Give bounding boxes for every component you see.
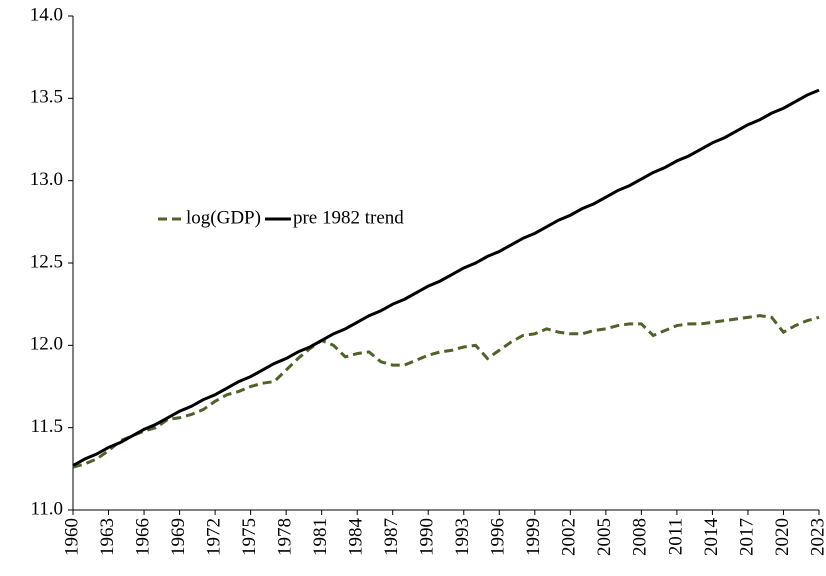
x-tick-label: 1963	[97, 518, 118, 556]
x-tick-label: 1975	[239, 518, 260, 556]
x-tick-label: 1990	[417, 518, 438, 556]
y-tick-label: 12.0	[30, 334, 63, 355]
x-tick-label: 1966	[132, 518, 153, 556]
x-tick-label: 1996	[488, 518, 509, 556]
x-tick-label: 2017	[736, 518, 757, 556]
x-tick-label: 2011	[665, 518, 686, 555]
y-tick-label: 11.0	[30, 498, 63, 519]
series-line	[72, 88, 820, 467]
x-tick-label: 1972	[203, 518, 224, 556]
x-tick-label: 2020	[772, 518, 793, 556]
x-tick-label: 2023	[807, 518, 826, 556]
x-tick-label: 1993	[452, 518, 473, 556]
x-tick-label: 1969	[168, 518, 189, 556]
x-tick-label: 2014	[701, 518, 722, 557]
x-tick-label: 2005	[594, 518, 615, 556]
x-tick-label: 1987	[381, 518, 402, 556]
legend-label: pre 1982 trend	[293, 207, 404, 228]
x-tick-label: 1978	[275, 518, 296, 556]
legend-label: log(GDP)	[186, 207, 261, 228]
x-tick-label: 1981	[310, 518, 331, 556]
x-tick-label: 2002	[559, 518, 580, 556]
x-tick-label: 1984	[346, 518, 367, 557]
x-tick-label: 2008	[630, 518, 651, 556]
y-tick-label: 11.5	[30, 416, 63, 437]
x-tick-label: 1999	[523, 518, 544, 556]
y-tick-label: 13.5	[30, 87, 63, 108]
y-tick-label: 13.0	[30, 169, 63, 190]
y-tick-label: 12.5	[30, 251, 63, 272]
y-tick-label: 14.0	[30, 4, 63, 25]
x-tick-label: 1960	[61, 518, 82, 556]
series-line	[72, 314, 820, 469]
